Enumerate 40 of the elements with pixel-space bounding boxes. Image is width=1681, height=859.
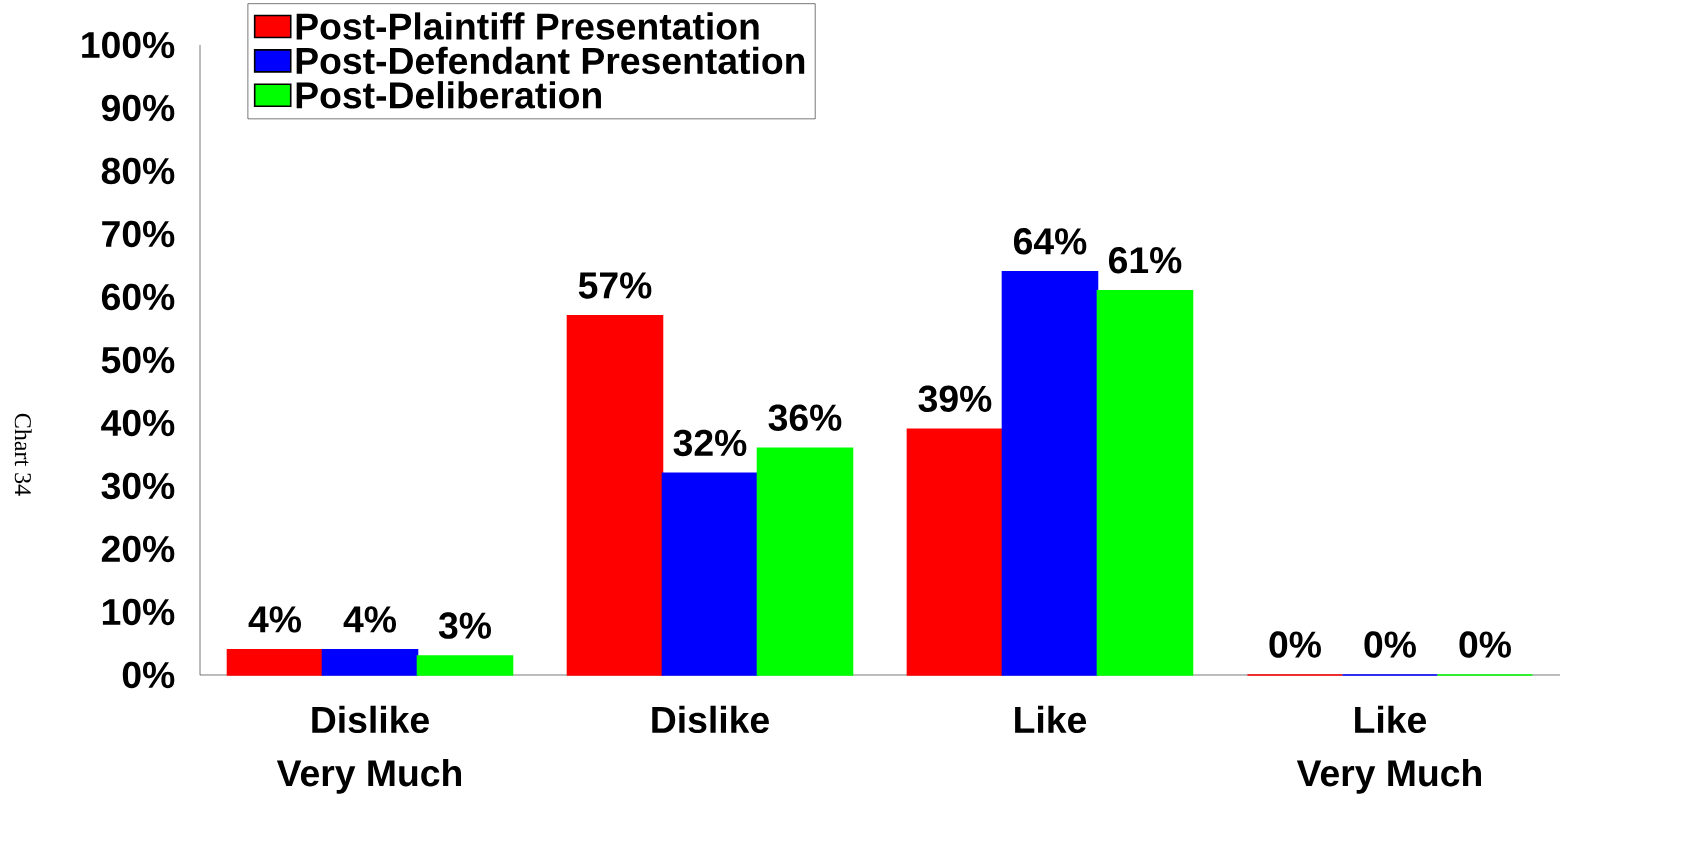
bar — [566, 315, 664, 676]
y-tick-label: 60% — [101, 283, 175, 311]
y-tick-label: 80% — [101, 157, 175, 185]
data-label: 0% — [1459, 631, 1511, 658]
bar — [661, 472, 759, 676]
data-label: 61% — [1108, 247, 1182, 274]
data-label: 64% — [1013, 228, 1087, 255]
x-tick-label: Dislike — [652, 705, 769, 734]
y-tick-label: 90% — [101, 94, 175, 122]
legend-label: Post-Plaintiff Presentation — [296, 12, 759, 40]
legend-label: Post-Deliberation — [296, 81, 601, 109]
data-label: 4% — [343, 606, 396, 633]
data-label: 3% — [438, 612, 491, 639]
data-label: 39% — [918, 385, 992, 413]
data-label: 36% — [768, 404, 842, 431]
y-tick-label: 30% — [101, 472, 175, 500]
x-tick-label: Like Very Much — [1296, 705, 1481, 794]
y-tick-label: 50% — [101, 346, 175, 374]
data-label: 0% — [1364, 631, 1416, 658]
data-label: 4% — [248, 606, 301, 633]
y-tick-label: 20% — [101, 535, 175, 563]
bar — [321, 648, 419, 676]
y-tick-label: 10% — [102, 598, 175, 626]
y-tick-label: 40% — [101, 409, 175, 437]
y-tick-label: 100% — [82, 31, 175, 59]
bar — [756, 447, 854, 676]
data-label: 32% — [673, 429, 747, 457]
bar — [1096, 289, 1194, 676]
bar — [226, 648, 324, 676]
y-tick-label: 70% — [102, 220, 175, 248]
bar — [906, 428, 1004, 676]
caption: Chart 34 — [14, 413, 32, 496]
y-tick-label: 0% — [122, 661, 175, 689]
legend-label: Post-Defendant Presentation — [296, 46, 805, 75]
data-label: 0% — [1269, 631, 1321, 658]
data-label: 57% — [578, 272, 652, 299]
x-tick-label: Dislike Very Much — [276, 705, 462, 794]
x-tick-label: Like — [1015, 705, 1087, 734]
bar — [416, 655, 514, 676]
bar — [1001, 270, 1099, 676]
